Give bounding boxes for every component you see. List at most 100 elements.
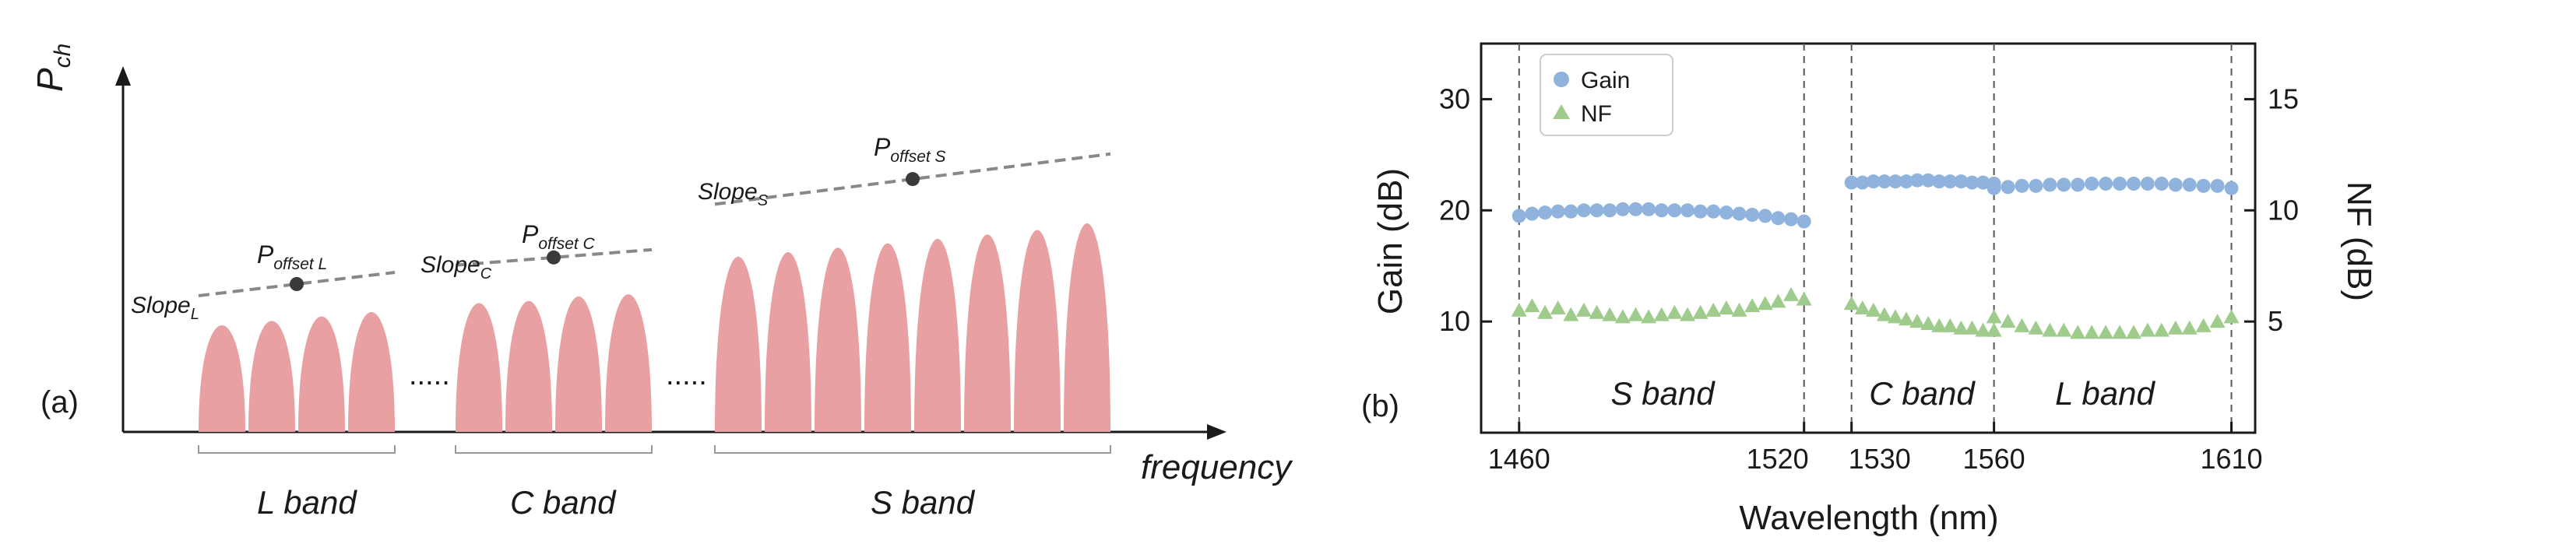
gain-point-0-16 xyxy=(1719,205,1733,220)
gain-point-0-18 xyxy=(1745,208,1760,222)
gain-point-2-15 xyxy=(2196,178,2211,193)
channel-s-1 xyxy=(715,256,762,432)
nf-point-0-4 xyxy=(1563,307,1579,321)
band-bracket-l xyxy=(198,445,396,454)
nf-point-0-22 xyxy=(1796,291,1812,306)
channel-s-6 xyxy=(964,234,1011,432)
y2-tick-label-5: 5 xyxy=(2268,305,2283,337)
band-group xyxy=(198,152,1111,454)
nf-point-0-8 xyxy=(1614,309,1631,324)
gain-point-0-17 xyxy=(1732,206,1747,221)
y2-tick-label-10: 10 xyxy=(2268,194,2299,226)
panel-a-schematic: Pch frequency (a) ..... ..... SlopeL Pof… xyxy=(30,44,1293,521)
slope-line-c xyxy=(455,247,653,267)
gain-point-0-12 xyxy=(1667,203,1682,218)
offset-s-text: P xyxy=(874,133,891,161)
slope-l-text: Slope xyxy=(131,293,191,318)
legend-nf-label: NF xyxy=(1581,101,1612,127)
gain-point-0-20 xyxy=(1771,211,1786,226)
channel-s-2 xyxy=(765,252,811,432)
y-axis-title: Gain (dB) xyxy=(1371,168,1409,314)
y-symbol: P xyxy=(30,68,70,92)
nf-point-1-6 xyxy=(1909,314,1926,328)
panel-a-label: (a) xyxy=(40,385,79,419)
channel-l-1 xyxy=(199,325,245,432)
nf-point-2-15 xyxy=(2195,318,2212,332)
nf-point-2-4 xyxy=(2042,322,2058,337)
band-boundary-lines xyxy=(1518,44,2233,433)
x-tick-label-1610: 1610 xyxy=(2200,443,2262,475)
gain-point-0-0 xyxy=(1511,209,1526,223)
nf-point-0-2 xyxy=(1537,304,1554,319)
nf-point-2-5 xyxy=(2056,322,2072,337)
nf-point-0-6 xyxy=(1589,304,1605,319)
gain-point-2-13 xyxy=(2168,177,2183,192)
offset-s-sub: offset S xyxy=(890,148,945,166)
gap-dots-1: ..... xyxy=(409,359,450,391)
gain-point-0-10 xyxy=(1642,202,1656,216)
channel-s-7 xyxy=(1014,230,1061,432)
channel-l-2 xyxy=(248,321,295,432)
offset-label-c: Poffset C xyxy=(522,220,596,253)
gain-point-1-4 xyxy=(1888,174,1902,189)
nf-point-1-2 xyxy=(1865,302,1881,317)
gain-point-0-22 xyxy=(1797,214,1811,229)
nf-point-0-9 xyxy=(1628,307,1644,321)
panel-a-y-arrow xyxy=(115,66,131,86)
offset-dot-s xyxy=(906,172,920,187)
nf-point-1-8 xyxy=(1931,318,1948,332)
y-tick-label-30: 30 xyxy=(1439,82,1470,114)
legend: Gain NF xyxy=(1540,54,1673,136)
panel-b-label: (b) xyxy=(1361,389,1399,423)
nf-point-0-11 xyxy=(1653,307,1670,321)
gain-point-2-6 xyxy=(2071,177,2085,192)
panel-a-y-label: Pch xyxy=(30,44,76,92)
nf-point-2-3 xyxy=(2028,320,2044,335)
plot-frame xyxy=(1480,42,2257,434)
y-tick-label-20: 20 xyxy=(1439,194,1470,226)
gain-point-2-8 xyxy=(2099,177,2113,191)
nf-point-0-17 xyxy=(1731,302,1747,317)
nf-point-0-20 xyxy=(1770,293,1786,308)
channel-s-8 xyxy=(1064,223,1110,432)
band-label-s: S band xyxy=(1610,375,1716,412)
nf-point-0-1 xyxy=(1524,298,1540,313)
gain-point-0-8 xyxy=(1615,202,1630,216)
legend-gain-marker xyxy=(1554,72,1569,87)
gain-point-1-5 xyxy=(1899,174,1914,189)
gain-point-2-12 xyxy=(2154,177,2169,191)
gain-point-0-2 xyxy=(1538,205,1553,220)
nf-point-2-7 xyxy=(2084,325,2100,339)
nf-point-2-0 xyxy=(1986,309,2002,324)
channel-l-4 xyxy=(348,311,395,432)
slope-line-l xyxy=(198,271,396,297)
nf-point-1-5 xyxy=(1899,311,1915,326)
channel-c-3 xyxy=(555,297,602,432)
gain-point-2-10 xyxy=(2126,177,2141,191)
slope-c-sub: C xyxy=(480,265,492,283)
gain-point-2-1 xyxy=(2001,180,2015,195)
nf-point-0-21 xyxy=(1783,286,1800,301)
nf-point-2-1 xyxy=(2000,314,2016,328)
slope-label-s: SlopeS xyxy=(698,179,769,209)
y-subscript: ch xyxy=(50,44,76,68)
gain-point-0-4 xyxy=(1564,204,1578,219)
nf-point-1-13 xyxy=(1986,322,2002,337)
slope-label-l: SlopeL xyxy=(131,293,199,323)
slope-s-text: Slope xyxy=(698,179,758,205)
band-name-c: C band xyxy=(510,484,617,521)
gain-point-2-5 xyxy=(2057,177,2071,192)
nf-point-0-12 xyxy=(1666,304,1683,319)
gain-point-1-12 xyxy=(1976,175,1990,190)
gap-dots-2: ..... xyxy=(666,359,707,391)
band-bracket-s xyxy=(714,445,1111,454)
gain-point-0-14 xyxy=(1693,204,1708,219)
nf-point-2-9 xyxy=(2112,325,2128,339)
nf-point-1-10 xyxy=(1953,320,1969,335)
channel-l-3 xyxy=(298,316,345,432)
slope-l-sub: L xyxy=(191,306,199,323)
nf-point-0-7 xyxy=(1602,307,1618,321)
panel-a-x-label: frequency xyxy=(1141,448,1293,486)
gain-point-0-7 xyxy=(1603,203,1617,218)
